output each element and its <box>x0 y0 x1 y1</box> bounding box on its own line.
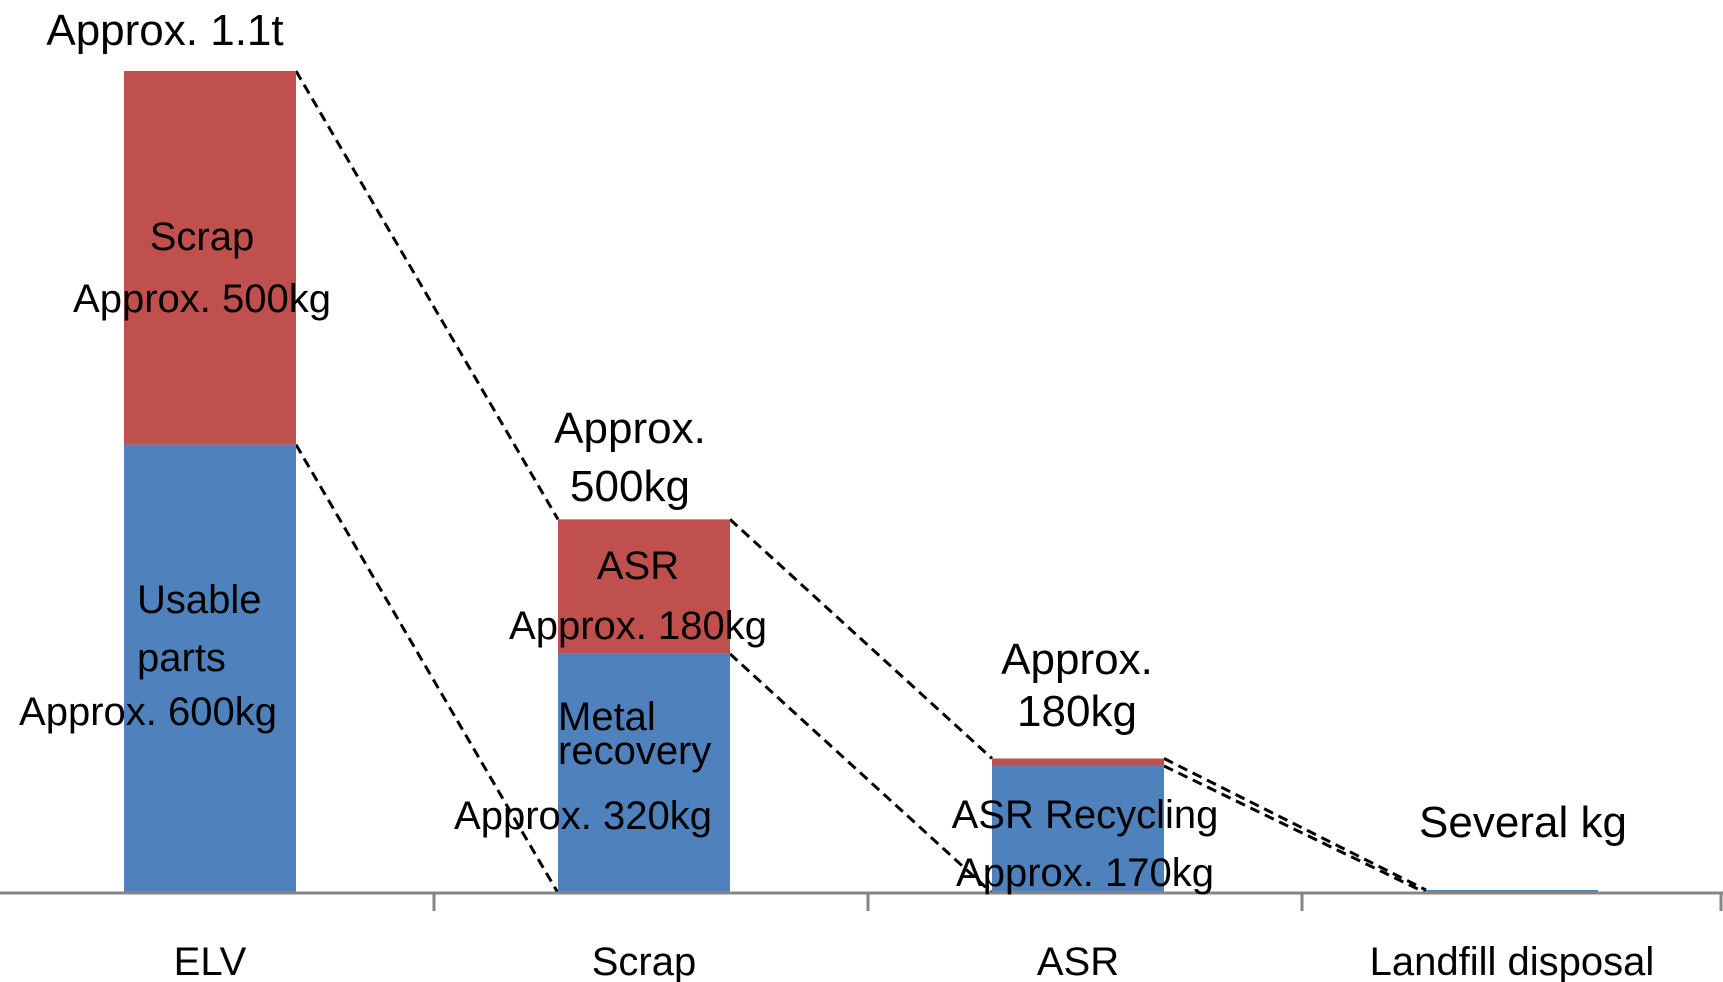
connector-line <box>728 518 994 760</box>
bar-segment-scrap-0 <box>558 653 730 893</box>
connector-line <box>1163 757 1427 892</box>
connector-line <box>294 443 560 894</box>
segment-label-scrap-0-head: Metal recovery <box>558 695 711 773</box>
connector-line <box>1163 764 1427 895</box>
total-label-landfill-disposal: Several kg <box>1419 798 1627 847</box>
total-label-scrap: Approx. 500kg <box>554 404 706 511</box>
total-label-elv: Approx. 1.1t <box>46 6 283 55</box>
x-tick-label-landfill-disposal: Landfill disposal <box>1370 940 1655 982</box>
bar-segment-elv-0 <box>124 444 296 893</box>
connector-lines <box>294 70 1427 895</box>
connector-line <box>728 652 994 895</box>
labels: ELV Scrap ASR Landfill disposal Approx. 1.1t… <box>19 6 1654 982</box>
segment-label-elv-0-head: Usable parts <box>137 578 262 680</box>
bars <box>124 71 1598 893</box>
x-tick-label-asr: ASR <box>1037 940 1119 982</box>
bar-segment-scrap-1 <box>558 519 730 654</box>
x-tick-label-elv: ELV <box>174 940 247 982</box>
segment-label-scrap-0-value: Approx. 320kg <box>454 794 712 838</box>
connector-line <box>294 70 560 521</box>
total-label-asr: Approx. 180kg <box>1001 635 1153 736</box>
segment-label-asr-0: ASR Recycling Approx. 170kg <box>952 793 1219 895</box>
bar-segment-asr-0 <box>992 765 1164 893</box>
segment-label-elv-0-value: Approx. 600kg <box>19 690 277 734</box>
x-axis <box>0 891 1723 911</box>
x-tick-label-scrap: Scrap <box>592 940 697 982</box>
segment-label-scrap-1: ASR Approx. 180kg <box>509 544 767 648</box>
bar-segment-elv-1 <box>124 71 296 445</box>
segment-label-elv-1: Scrap Approx. 500kg <box>73 215 331 321</box>
segment-label-scrap-0: Metal recovery Approx. 320kg <box>454 695 712 838</box>
segment-label-elv-0: Usable parts Approx. 600kg <box>19 578 277 734</box>
bar-segment-asr-1 <box>992 758 1164 766</box>
